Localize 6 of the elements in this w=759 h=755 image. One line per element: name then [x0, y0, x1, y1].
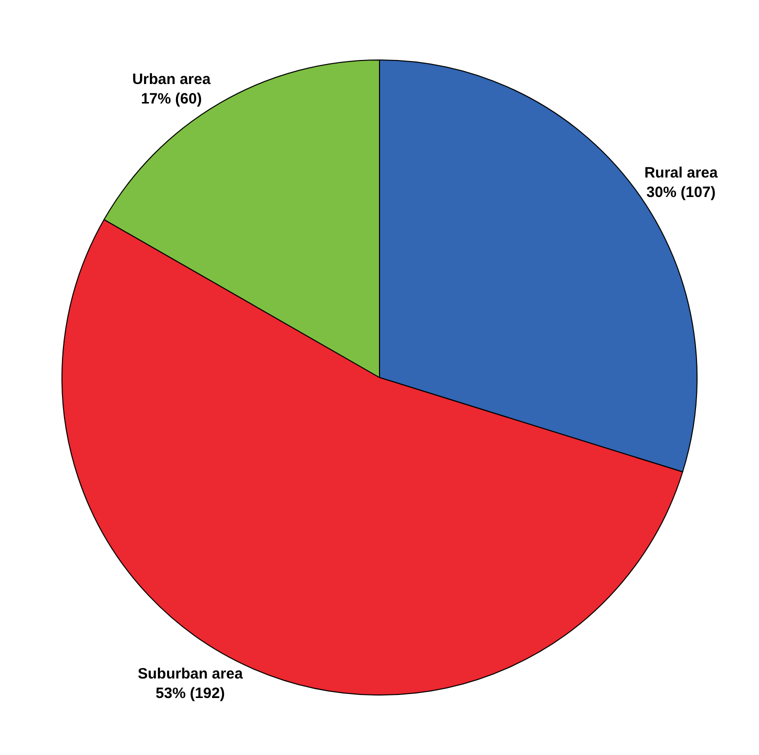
data-label: 30% (107)	[646, 184, 716, 202]
slice-label: Rural area	[644, 164, 718, 182]
data-label: 17% (60)	[140, 90, 202, 108]
slice-label: Urban area	[132, 70, 212, 88]
slice-label: Suburban area	[138, 666, 244, 683]
data-label: 53% (192)	[156, 685, 225, 702]
